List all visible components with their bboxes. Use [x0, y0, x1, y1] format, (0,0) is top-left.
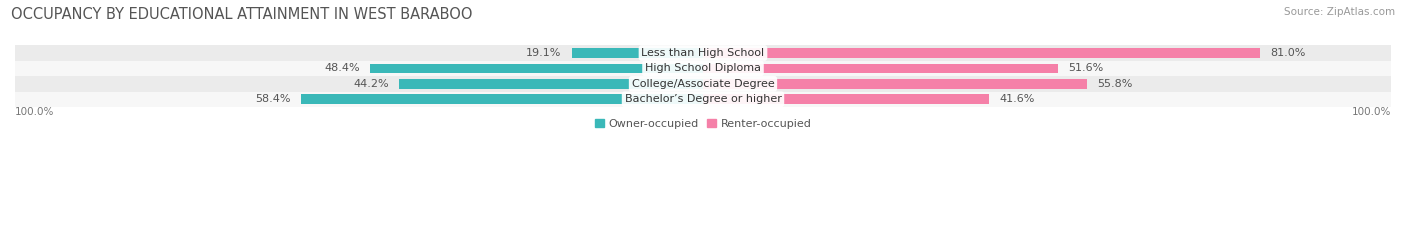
- Text: 81.0%: 81.0%: [1271, 48, 1306, 58]
- Bar: [15, 92, 1391, 107]
- Bar: [301, 94, 703, 104]
- Bar: [399, 79, 703, 89]
- Text: 58.4%: 58.4%: [256, 94, 291, 104]
- Text: OCCUPANCY BY EDUCATIONAL ATTAINMENT IN WEST BARABOO: OCCUPANCY BY EDUCATIONAL ATTAINMENT IN W…: [11, 7, 472, 22]
- Text: Bachelor’s Degree or higher: Bachelor’s Degree or higher: [624, 94, 782, 104]
- Text: Less than High School: Less than High School: [641, 48, 765, 58]
- Text: 19.1%: 19.1%: [526, 48, 561, 58]
- Bar: [15, 61, 1391, 76]
- Text: 100.0%: 100.0%: [1351, 107, 1391, 117]
- Bar: [15, 76, 1391, 92]
- Text: 51.6%: 51.6%: [1069, 63, 1104, 73]
- Legend: Owner-occupied, Renter-occupied: Owner-occupied, Renter-occupied: [591, 114, 815, 134]
- Text: 41.6%: 41.6%: [1000, 94, 1035, 104]
- Bar: [703, 79, 1087, 89]
- Text: 55.8%: 55.8%: [1097, 79, 1133, 89]
- Bar: [703, 64, 1057, 73]
- Text: High School Diploma: High School Diploma: [645, 63, 761, 73]
- Text: 100.0%: 100.0%: [15, 107, 55, 117]
- Bar: [572, 48, 703, 58]
- Text: 44.2%: 44.2%: [353, 79, 388, 89]
- Bar: [703, 48, 1260, 58]
- Bar: [370, 64, 703, 73]
- Text: College/Associate Degree: College/Associate Degree: [631, 79, 775, 89]
- Bar: [703, 94, 990, 104]
- Bar: [15, 45, 1391, 61]
- Text: 48.4%: 48.4%: [323, 63, 360, 73]
- Text: Source: ZipAtlas.com: Source: ZipAtlas.com: [1284, 7, 1395, 17]
